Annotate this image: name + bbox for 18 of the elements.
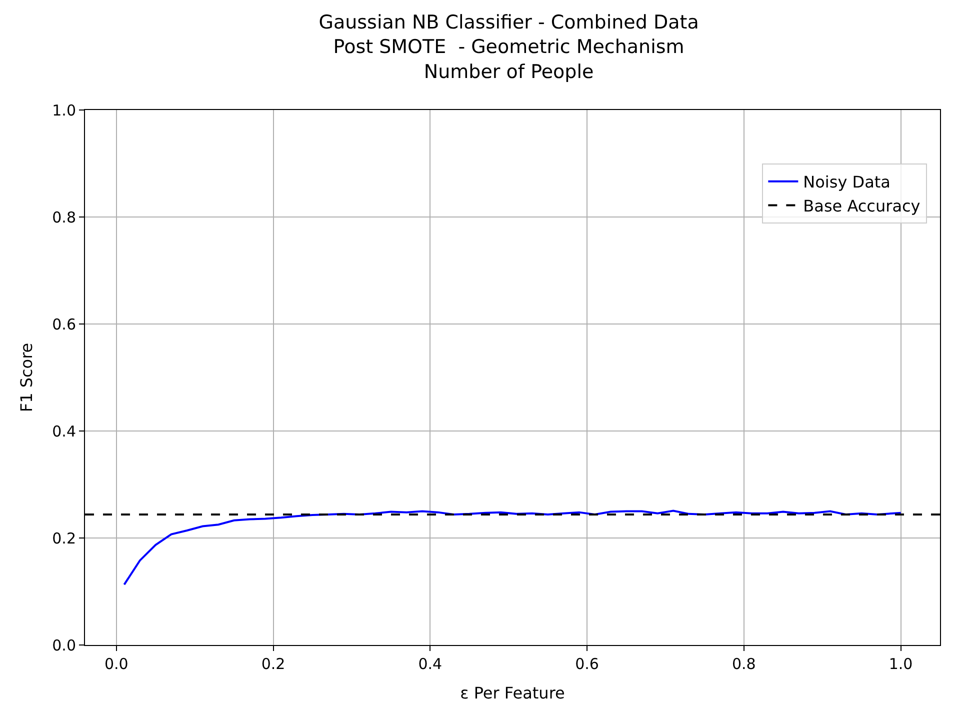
x-tick-label: 0.6 bbox=[575, 655, 599, 673]
y-tick-label: 0.6 bbox=[52, 315, 76, 334]
y-tick-label: 0.0 bbox=[52, 636, 76, 654]
x-tick-label: 1.0 bbox=[888, 655, 913, 673]
y-tick-label: 0.2 bbox=[52, 529, 76, 548]
x-tick-label: 0.0 bbox=[104, 655, 128, 673]
line-series bbox=[123, 510, 902, 586]
x-tick-label: 0.4 bbox=[418, 655, 442, 673]
y-tick-label: 0.4 bbox=[52, 422, 76, 440]
legend-label: Base Accuracy bbox=[803, 196, 920, 216]
x-axis-title: ε Per Feature bbox=[460, 684, 565, 703]
y-axis-title: F1 Score bbox=[17, 342, 36, 412]
x-tick-label: 0.8 bbox=[732, 655, 756, 673]
y-tick-label: 0.8 bbox=[52, 208, 76, 226]
y-tick-label: 1.0 bbox=[52, 101, 76, 120]
chart-title: Gaussian NB Classifier - Combined Data Post SMOTE - Geometric Mechanism Number of People bbox=[318, 11, 699, 83]
x-tick-label: 0.2 bbox=[261, 655, 286, 673]
legend-label: Noisy Data bbox=[803, 172, 890, 192]
